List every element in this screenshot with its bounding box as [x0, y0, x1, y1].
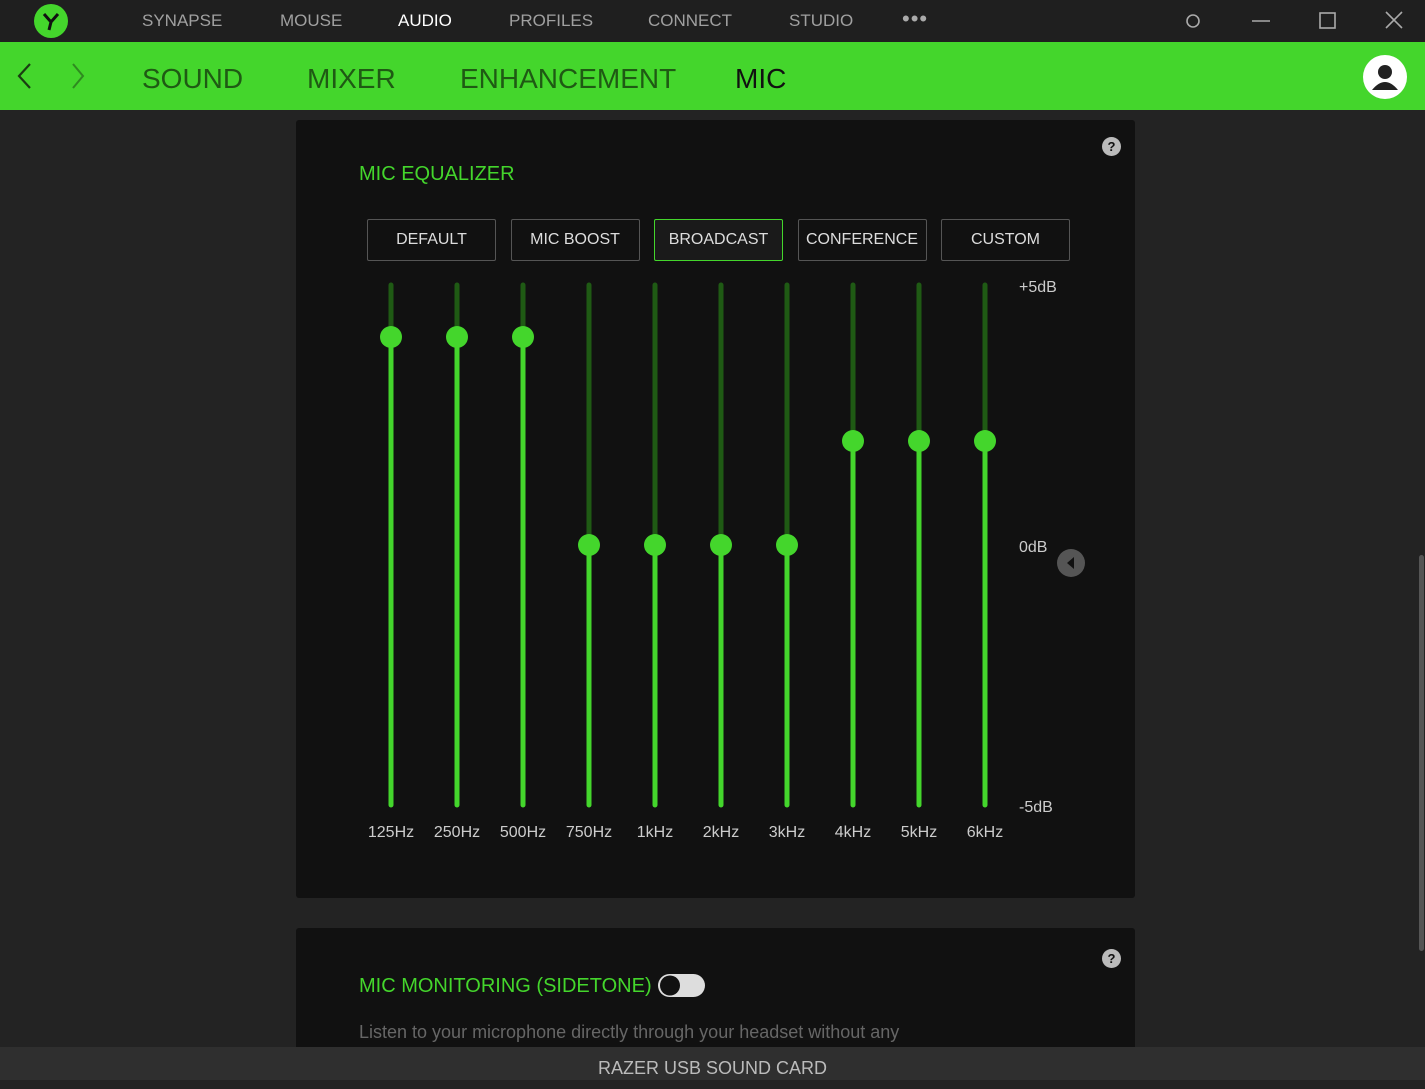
slider-knob[interactable]	[512, 326, 534, 348]
preset-button[interactable]: MIC BOOST	[510, 219, 640, 261]
more-menu[interactable]: •••	[902, 6, 929, 31]
nav-item[interactable]: CONNECT	[648, 11, 733, 30]
maximize[interactable]	[1319, 12, 1336, 29]
preset-button[interactable]: CONFERENCE	[797, 219, 927, 261]
section-title: MIC MONITORING (SIDETONE)	[359, 975, 652, 997]
nav-item[interactable]: STUDIO	[789, 11, 854, 30]
section-title: MIC EQUALIZER	[359, 163, 515, 185]
avatar[interactable]	[1362, 54, 1408, 100]
band-label: 4kHz	[835, 824, 871, 841]
logo[interactable]	[33, 3, 69, 39]
band-label: 5kHz	[901, 824, 937, 841]
band-label: 3kHz	[769, 824, 805, 841]
band-label: 6kHz	[967, 824, 1003, 841]
nav-item[interactable]: MOUSE	[280, 11, 343, 30]
back[interactable]	[17, 63, 31, 89]
slider-knob[interactable]	[908, 430, 930, 452]
forward[interactable]	[72, 63, 85, 89]
slider-knob[interactable]	[380, 326, 402, 348]
close[interactable]	[1385, 11, 1403, 29]
tab-bar: SOUND MIXER ENHANCEMENT MIC	[0, 42, 1425, 110]
band-label: 750Hz	[566, 824, 612, 841]
description: Listen to your microphone directly throu…	[359, 1022, 900, 1042]
tab[interactable]: MIXER	[307, 63, 396, 94]
tab[interactable]: SOUND	[142, 63, 244, 94]
band-label: 2kHz	[703, 824, 739, 841]
band-label: 125Hz	[368, 824, 414, 841]
content: ? MIC EQUALIZER DEFAULT MIC BOOST BROADCAS…	[0, 110, 1425, 1047]
slider-knob[interactable]	[710, 534, 732, 556]
tab[interactable]: ENHANCEMENT	[460, 63, 677, 94]
y-tick-label: -5dB	[1019, 799, 1053, 816]
footer: RAZER USB SOUND CARD	[0, 1047, 1425, 1080]
band-label: 250Hz	[434, 824, 480, 841]
equalizer-panel: ? MIC EQUALIZER DEFAULT MIC BOOST BROADCAS…	[296, 120, 1135, 898]
preset-button[interactable]: BROADCAST	[654, 219, 783, 261]
help[interactable]: ?	[1102, 949, 1121, 968]
slider-knob[interactable]	[644, 534, 666, 556]
tab[interactable]: MIC	[735, 63, 787, 94]
nav-item[interactable]: SYNAPSE	[142, 11, 223, 30]
band-label: 500Hz	[500, 824, 546, 841]
nav-item[interactable]: PROFILES	[509, 11, 594, 30]
slider-knob[interactable]	[974, 430, 996, 452]
band-label: 1kHz	[637, 824, 673, 841]
monitoring-panel: ? MIC MONITORING (SIDETONE) Listen to yo…	[296, 928, 1135, 1047]
slider-knob[interactable]	[446, 326, 468, 348]
slider-knob[interactable]	[842, 430, 864, 452]
help[interactable]: ?	[1102, 137, 1121, 156]
title-bar: SYNAPSE MOUSE AUDIO PROFILES CONNECT STUDIO •…	[0, 0, 1425, 42]
slider-knob[interactable]	[578, 534, 600, 556]
preset-button[interactable]: CUSTOM	[941, 219, 1070, 261]
window-controls	[1186, 11, 1403, 29]
y-tick-label: +5dB	[1019, 279, 1057, 296]
y-tick-label: 0dB	[1019, 539, 1047, 556]
slider-knob[interactable]	[776, 534, 798, 556]
preset-button[interactable]: DEFAULT	[367, 219, 496, 261]
toggle[interactable]	[657, 972, 707, 1000]
nav-item[interactable]: AUDIO	[398, 11, 452, 30]
equalizer: +5dB 0dB -5dB 125Hz 250Hz 500Hz 750Hz 1kHz 2kHz 3…	[368, 279, 1085, 841]
history-arrows	[17, 63, 85, 89]
scrollbar[interactable]	[1419, 555, 1424, 951]
settings-icon[interactable]	[1186, 14, 1200, 28]
